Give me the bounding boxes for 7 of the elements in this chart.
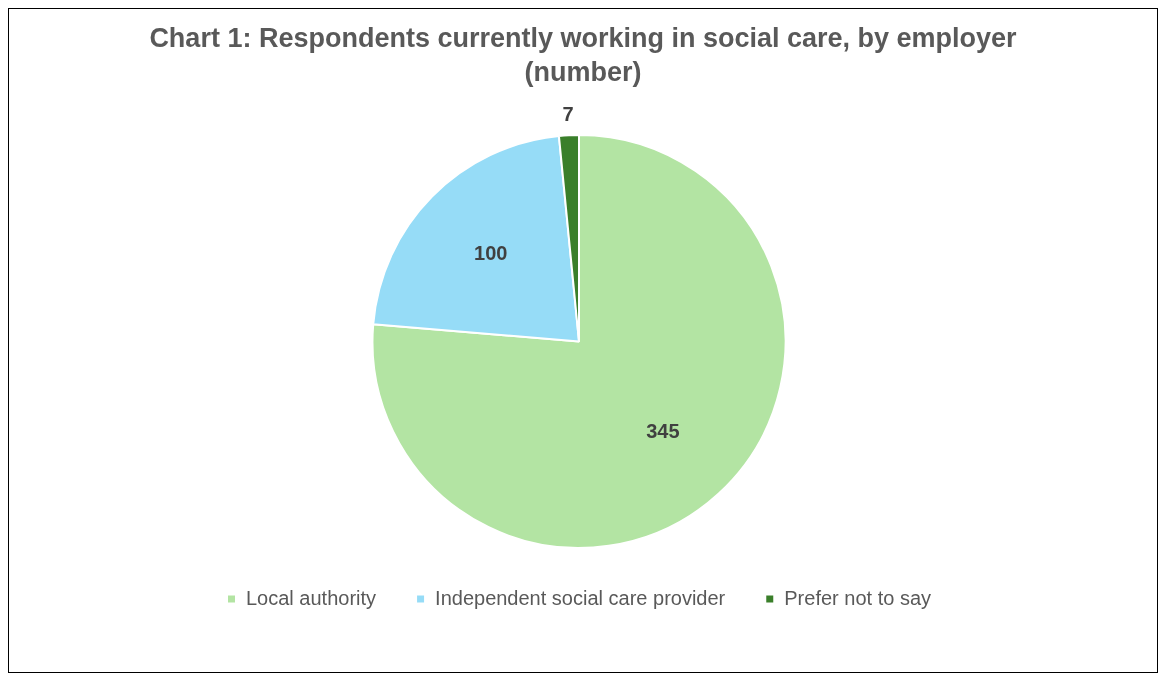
legend-label: Prefer not to say [784, 586, 932, 609]
data-label: 100 [474, 242, 508, 265]
chart-title: Chart 1: Respondents currently working in social care, by employer (number) [148, 22, 1018, 89]
data-label: 345 [646, 420, 680, 443]
data-label: 7 [562, 102, 574, 125]
legend-label: Independent social care provider [435, 586, 726, 609]
legend-label: Local authority [246, 586, 377, 609]
